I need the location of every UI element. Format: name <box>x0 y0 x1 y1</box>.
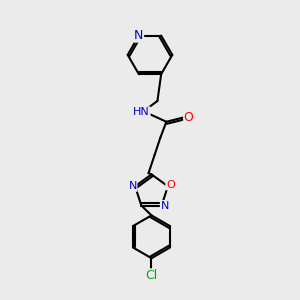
Text: HN: HN <box>133 107 150 117</box>
Text: N: N <box>134 29 143 42</box>
Text: Cl: Cl <box>146 269 158 282</box>
Text: N: N <box>128 181 137 191</box>
Text: O: O <box>184 111 194 124</box>
Text: N: N <box>160 201 169 211</box>
Text: O: O <box>166 180 175 190</box>
